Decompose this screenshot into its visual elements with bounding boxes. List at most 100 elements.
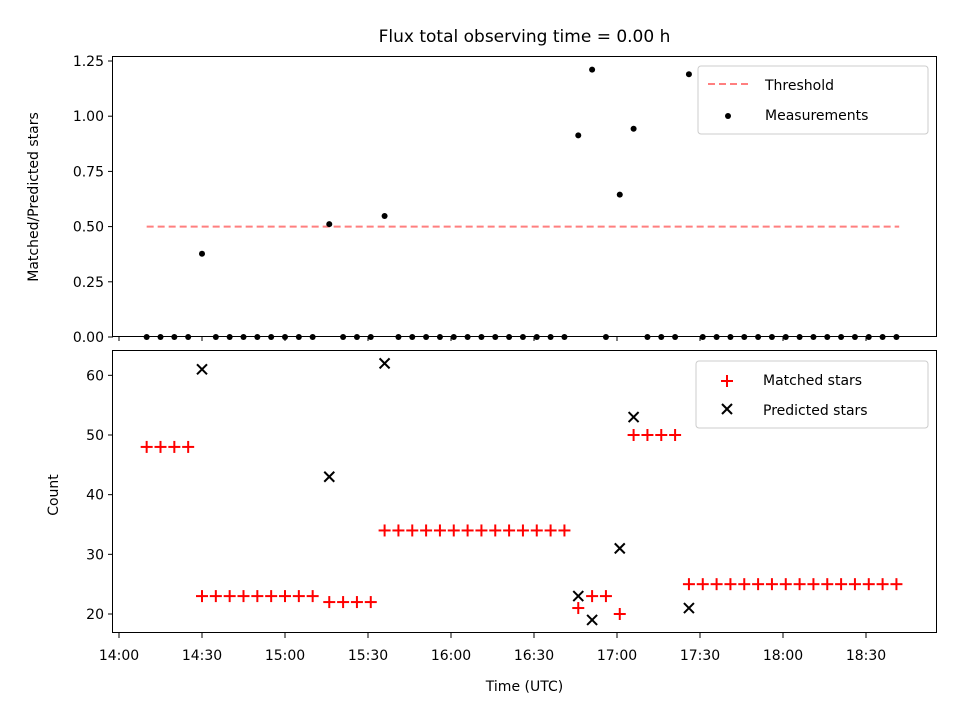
- matched-star-marker: [433, 524, 446, 537]
- matched-star-marker: [196, 590, 208, 603]
- bottom-x-tick-label: 18:30: [846, 648, 886, 664]
- legend-matched-swatch: [721, 375, 733, 387]
- matched-star-marker: [516, 524, 529, 537]
- matched-star-marker: [572, 602, 585, 615]
- matched-star-marker: [807, 578, 820, 591]
- bottom-y-tick-label: 60: [86, 368, 104, 384]
- matched-star-marker: [835, 578, 848, 591]
- predicted-star-marker: [614, 542, 626, 555]
- bottom-plot-area: 14:00 14:30 15:00 15:30 16:00 16:30 17:00 17:30…: [86, 357, 903, 664]
- legend-measurements-label: Measurements: [765, 108, 868, 124]
- top-chart-title: Flux total observing time = 0.00 h: [379, 27, 671, 47]
- legend-measurements-swatch: [725, 113, 731, 119]
- top-y-tick-label: 1.00: [73, 109, 104, 125]
- matched-star-marker: [154, 440, 167, 453]
- matched-star-marker: [544, 524, 557, 537]
- matched-star-marker: [558, 524, 571, 537]
- bottom-axes-frame: [112, 350, 937, 633]
- matched-star-marker: [475, 524, 488, 537]
- measurement-point: [381, 213, 388, 220]
- legend-threshold-label: Threshold: [764, 78, 834, 94]
- matched-star-marker: [696, 578, 709, 591]
- matched-star-marker: [406, 524, 419, 537]
- matched-star-marker: [890, 578, 903, 591]
- matched-star-marker: [306, 590, 319, 603]
- measurement-point: [685, 71, 692, 78]
- matched-star-marker: [364, 596, 377, 609]
- matched-star-marker: [848, 578, 861, 591]
- predicted-star-b: [627, 411, 640, 423]
- bottom-x-tick-label: 16:00: [431, 648, 471, 664]
- bottom-x-tick-label: 18:00: [763, 648, 803, 664]
- bottom-x-tick-label: 16:30: [514, 648, 554, 664]
- top-panel: Flux total observing time = 0.00 h Match…: [26, 27, 937, 346]
- bottom-x-tick-label: 14:30: [182, 648, 222, 664]
- bottom-x-axis-label: Time (UTC): [485, 679, 563, 695]
- top-plot-area: 0.00 0.25 0.50 0.75 1.00 1.25: [73, 54, 900, 346]
- bottom-x-tick-label: 15:30: [348, 648, 388, 664]
- predicted-star-marker: [683, 602, 695, 614]
- bottom-y-tick-label: 50: [86, 428, 104, 444]
- predicted-star-marker: [323, 471, 335, 483]
- matched-star-marker: [265, 590, 278, 603]
- predicted-star-b: [572, 590, 584, 602]
- predicted-star-b: [683, 602, 695, 614]
- measurement-point: [575, 132, 582, 139]
- matched-star-marker: [323, 596, 336, 609]
- top-axes-frame: [112, 56, 937, 337]
- matched-star-marker: [279, 590, 291, 603]
- matched-star-marker: [682, 578, 695, 591]
- bottom-x-tick-label: 17:30: [680, 648, 720, 664]
- matched-star-marker: [793, 578, 806, 591]
- predicted-star-marker: [196, 363, 208, 376]
- matched-star-marker: [862, 578, 875, 591]
- legend-predicted-swatch: [721, 403, 733, 415]
- matched-star-marker: [627, 428, 640, 441]
- matched-star-marker: [182, 440, 195, 453]
- bottom-y-axis-label: Count: [46, 474, 62, 516]
- matched-star-marker: [669, 428, 682, 441]
- matched-star-marker: [765, 578, 778, 591]
- bottom-y-tick-label: 20: [86, 607, 104, 623]
- matched-star-marker: [876, 578, 889, 591]
- matched-star-marker: [251, 590, 264, 603]
- bottom-x-tick-label: 14:00: [99, 648, 139, 664]
- matched-star-marker: [350, 596, 363, 609]
- predicted-star-marker: [586, 614, 598, 626]
- matched-star-marker: [168, 440, 181, 453]
- matched-star-marker: [530, 524, 543, 537]
- matched-star-marker: [586, 590, 599, 603]
- matched-star-marker: [223, 590, 236, 603]
- matched-star-marker: [420, 524, 433, 537]
- matched-star-marker: [752, 578, 765, 591]
- predicted-star-b: [586, 614, 598, 626]
- bottom-y-tick-label: 30: [86, 547, 104, 563]
- measurement-point: [589, 66, 596, 73]
- matched-star-marker: [655, 428, 668, 441]
- top-y-tick-label: 0.25: [73, 275, 104, 291]
- top-y-tick-label: 0.75: [73, 164, 104, 180]
- measurement-point: [326, 221, 333, 228]
- top-y-tick-label: 0.00: [73, 330, 104, 346]
- bottom-legend: Matched stars Predicted stars: [695, 360, 929, 429]
- matched-star-marker: [613, 608, 626, 620]
- top-legend: Threshold Measurements: [697, 65, 929, 135]
- predicted-star-b: [196, 363, 208, 376]
- matched-star-marker: [779, 578, 792, 591]
- measurement-point: [630, 125, 637, 132]
- matched-star-marker: [378, 524, 391, 537]
- matched-star-marker: [140, 440, 153, 453]
- measurement-point: [199, 250, 205, 257]
- matched-star-marker: [237, 590, 250, 603]
- matched-star-marker: [489, 524, 502, 537]
- top-y-axis-label: Matched/Predicted stars: [26, 112, 42, 282]
- matched-star-marker: [209, 590, 222, 603]
- predicted-star-b: [323, 471, 335, 483]
- predicted-star-b: [614, 542, 626, 555]
- top-y-tick-label: 1.25: [73, 54, 104, 70]
- matched-star-marker: [292, 590, 305, 603]
- matched-star-marker: [821, 578, 834, 591]
- bottom-y-tick-label: 40: [86, 488, 104, 504]
- predicted-star-marker: [378, 357, 391, 370]
